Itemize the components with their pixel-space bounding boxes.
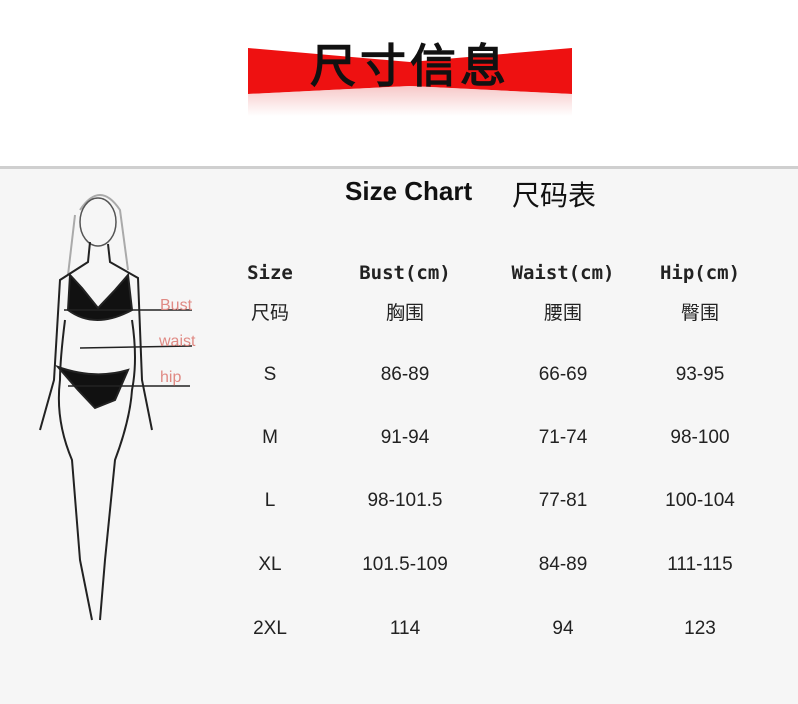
table-cell: 2XL <box>253 618 287 639</box>
column-header-cn: 胸围 <box>385 303 424 324</box>
table-cell: 93-95 <box>675 364 725 385</box>
table-cell: S <box>263 364 277 385</box>
table-cell: 77-81 <box>538 490 588 511</box>
table-cell: 98-101.5 <box>367 490 443 511</box>
table-cell: M <box>262 427 278 448</box>
hip-label: hip <box>160 369 182 386</box>
table-cell: 91-94 <box>380 427 430 448</box>
table-cell: 101.5-109 <box>362 554 448 575</box>
table-cell: 123 <box>684 618 716 639</box>
column-header: Waist(cm) <box>511 262 615 284</box>
body-figure-illustration <box>39 194 193 621</box>
column-header: Hip(cm) <box>659 262 741 284</box>
column-header: Size <box>247 262 293 284</box>
column-header-cn: 腰围 <box>543 303 582 324</box>
table-cell: XL <box>258 554 282 575</box>
table-cell: 114 <box>389 618 421 639</box>
table-cell: 98-100 <box>670 427 730 448</box>
table-cell: 111-115 <box>667 554 733 575</box>
column-header-cn: 臀围 <box>680 303 719 324</box>
table-cell: L <box>264 490 276 511</box>
table-cell: 71-74 <box>538 427 588 448</box>
waist-label: waist <box>159 333 196 350</box>
banner-title: 尺寸信息 <box>310 39 510 93</box>
banner-ribbon <box>248 48 572 116</box>
table-cell: 86-89 <box>380 364 430 385</box>
chart-title-cn: 尺码表 <box>512 179 597 212</box>
column-header-cn: 尺码 <box>250 303 289 324</box>
bust-label: Bust <box>160 297 193 314</box>
table-cell: 100-104 <box>665 490 735 511</box>
chart-title: Size Chart <box>345 176 473 206</box>
table-cell: 66-69 <box>538 364 588 385</box>
table-cell: 84-89 <box>538 554 588 575</box>
size-chart-panel <box>0 166 798 704</box>
table-cell: 94 <box>552 618 574 639</box>
column-header: Bust(cm) <box>359 262 451 284</box>
